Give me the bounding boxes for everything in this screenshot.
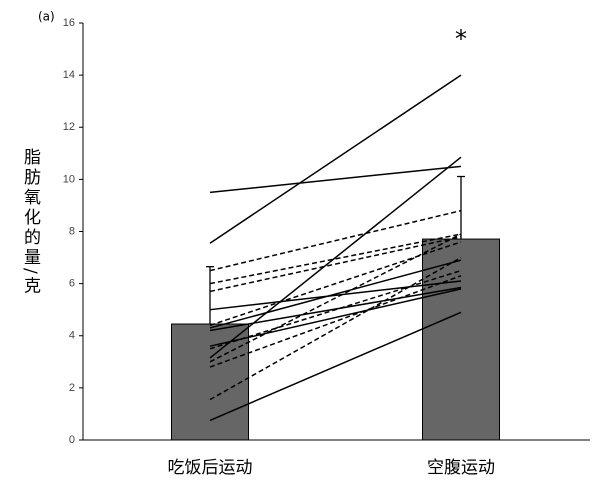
subject-line xyxy=(209,156,462,359)
subject-line xyxy=(209,269,462,350)
subject-line xyxy=(209,233,462,363)
subject-line xyxy=(209,165,462,194)
y-tick-label: 0 xyxy=(69,434,75,446)
x-tick-label: 吃饭后运动 xyxy=(168,458,253,478)
y-tick-label: 6 xyxy=(69,278,75,290)
subject-line xyxy=(209,280,462,311)
subject-line xyxy=(209,259,462,329)
y-tick-label: 10 xyxy=(63,173,75,185)
subject-line xyxy=(209,74,462,244)
bar xyxy=(422,238,500,441)
error-bar xyxy=(206,266,214,325)
error-bar xyxy=(457,175,465,240)
y-tick-label: 12 xyxy=(63,121,75,133)
x-tick-label: 空腹运动 xyxy=(427,458,495,478)
y-tick-label: 14 xyxy=(63,69,75,81)
subject-line xyxy=(209,275,462,368)
y-axis-label: 脂肪氧化的量/克 xyxy=(20,148,41,297)
panel-label: (a) xyxy=(38,10,55,24)
y-tick-label: 16 xyxy=(63,17,75,29)
y-tick-label: 2 xyxy=(69,382,75,394)
subject-line xyxy=(209,288,462,347)
subject-line xyxy=(209,233,462,285)
y-tick-label: 4 xyxy=(69,330,75,342)
subject-line xyxy=(209,311,462,422)
subject-line xyxy=(209,256,462,401)
y-tick-label: 8 xyxy=(69,225,75,237)
bar xyxy=(171,323,249,441)
significance-mark: * xyxy=(455,25,467,53)
subject-line xyxy=(209,209,462,272)
subject-line xyxy=(209,235,462,293)
